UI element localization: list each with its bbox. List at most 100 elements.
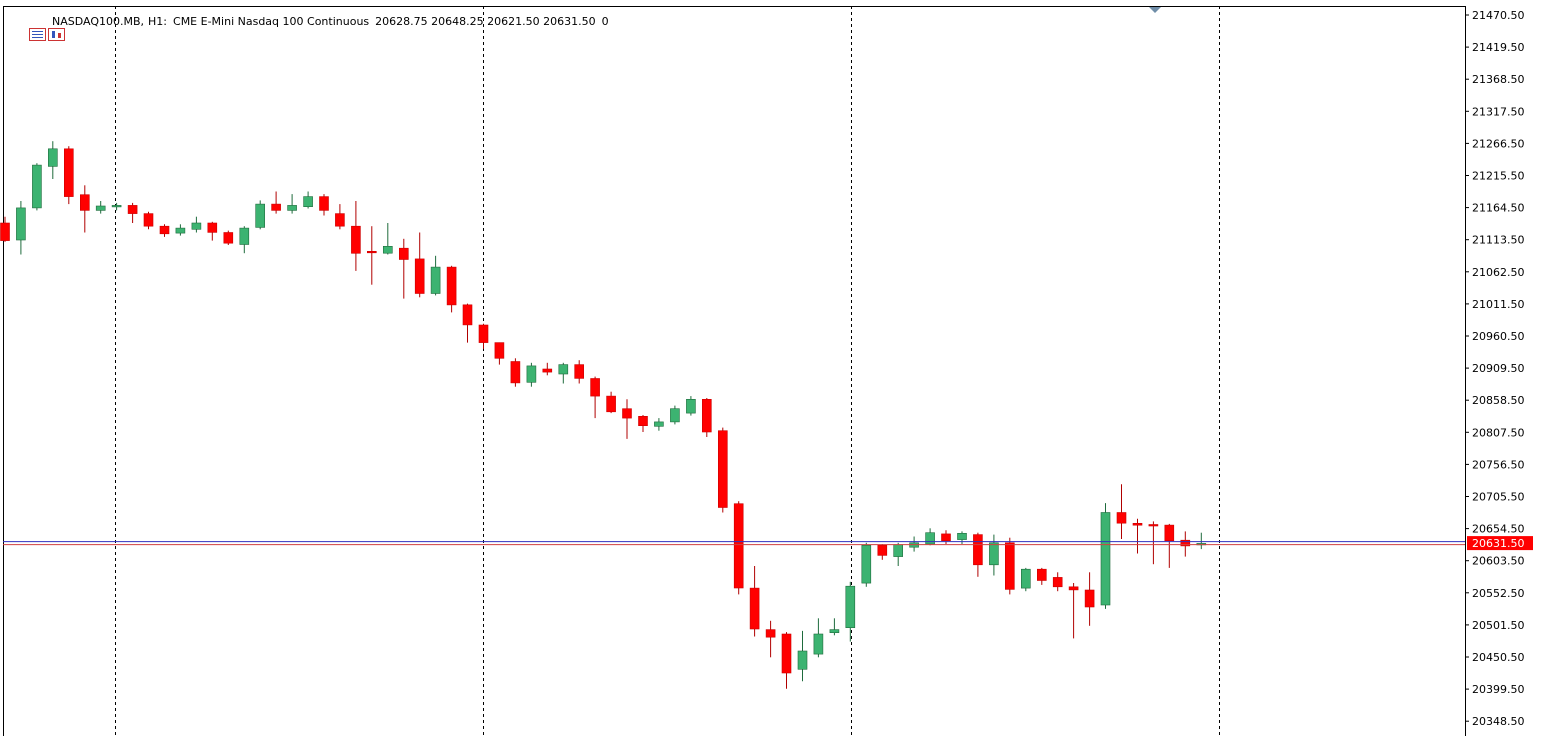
candle [319, 194, 329, 216]
symbol-label: NASDAQ100.MB, [52, 14, 145, 28]
candle [510, 358, 521, 387]
candle [414, 232, 425, 298]
menu-icon[interactable] [8, 15, 46, 41]
candle [398, 238, 409, 299]
candle-body [925, 532, 935, 545]
candle-body [16, 207, 26, 241]
candle [175, 224, 186, 236]
candle [654, 418, 664, 431]
candle-body [765, 629, 776, 638]
y-tick-label: 20858.50 [1472, 394, 1525, 407]
candle-body [1164, 524, 1175, 542]
candle [335, 204, 345, 230]
candle-body [175, 227, 186, 234]
ohlc-values: 20628.75 20648.25 20621.50 20631.50 [375, 14, 596, 28]
candle-body [606, 395, 616, 413]
volume-value: 0 [601, 14, 609, 28]
chart-header: NASDAQ100.MB, H1: CME E-Mini Nasdaq 100 … [8, 12, 609, 41]
candle-body [973, 534, 983, 566]
current-price-label: 20631.50 [1472, 537, 1525, 550]
candle-body [127, 205, 138, 214]
candle-body [1020, 568, 1031, 589]
candle-body [255, 203, 265, 228]
candle-body [95, 205, 106, 211]
y-tick-label: 21062.50 [1472, 266, 1525, 279]
candle [111, 202, 122, 211]
candle [1180, 531, 1191, 557]
candle-body [877, 544, 888, 556]
candle [80, 185, 90, 233]
candle-body [622, 408, 632, 419]
candle-body [989, 542, 999, 566]
chart-icon[interactable] [27, 15, 65, 41]
candle [606, 391, 616, 414]
candle [1164, 523, 1175, 568]
candle [143, 211, 154, 230]
candle-body [1180, 539, 1191, 547]
candle [925, 528, 935, 546]
candle-body [590, 378, 600, 397]
candle-body [287, 205, 297, 211]
candle [1068, 583, 1079, 639]
candle [765, 620, 776, 658]
candle-body [382, 246, 393, 254]
candle [526, 362, 537, 387]
y-tick-label: 20450.50 [1472, 651, 1525, 664]
candle [893, 542, 904, 566]
y-tick-label: 20399.50 [1472, 683, 1525, 696]
candle [366, 226, 377, 285]
candle [1132, 518, 1143, 554]
y-tick-label: 20603.50 [1472, 555, 1525, 568]
candle [733, 501, 744, 595]
candle [95, 201, 106, 214]
candle [1148, 521, 1159, 565]
candle-body [654, 421, 664, 427]
candle [877, 544, 888, 560]
candle-body [1052, 577, 1063, 588]
candle-body [239, 227, 250, 245]
candle-body [303, 196, 313, 208]
candle [255, 200, 265, 230]
candle [717, 427, 728, 513]
candle [749, 566, 760, 637]
candles [0, 141, 1207, 689]
candle [813, 618, 824, 658]
candle-body [191, 222, 202, 230]
candle-body [686, 398, 696, 414]
y-tick-label: 21470.50 [1472, 9, 1525, 22]
candle [1020, 567, 1031, 592]
candle [223, 230, 234, 245]
candle-body [941, 533, 951, 542]
candle [1084, 572, 1095, 626]
description-label: CME E-Mini Nasdaq 100 Continuous [173, 14, 370, 28]
candle [47, 141, 58, 179]
candle [382, 223, 393, 255]
y-tick-label: 21266.50 [1472, 137, 1525, 150]
candle-body [478, 324, 489, 343]
candle-body [829, 629, 840, 633]
candle [638, 415, 648, 432]
candle [462, 303, 473, 343]
candle [558, 362, 569, 384]
candle [861, 542, 872, 587]
candle-body [271, 203, 281, 211]
y-tick-label: 20654.50 [1472, 523, 1525, 536]
y-tick-label: 21164.50 [1472, 202, 1525, 215]
candle-body [143, 213, 154, 227]
candle-body [701, 398, 712, 433]
y-tick-label: 20348.50 [1472, 715, 1525, 728]
y-tick-label: 20909.50 [1472, 362, 1525, 375]
candle-body [845, 585, 856, 629]
plot-frame [3, 6, 1466, 736]
candle-body [1132, 522, 1143, 526]
candle-body [398, 247, 409, 260]
candle [686, 396, 696, 416]
candle [1037, 567, 1047, 585]
candle [670, 405, 680, 425]
candle-body [414, 258, 425, 294]
candle [1100, 503, 1111, 609]
price-tag-bg [1467, 536, 1533, 551]
candle [701, 398, 712, 437]
